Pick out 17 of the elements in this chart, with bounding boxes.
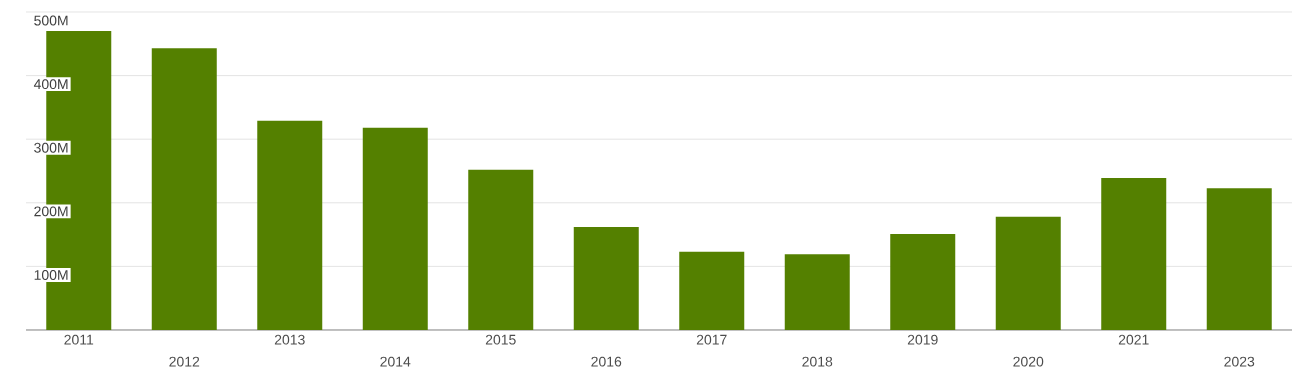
x-tick-label: 2014: [380, 356, 411, 367]
x-tick-label: 2020: [1013, 356, 1044, 367]
x-tick-label: 2016: [591, 356, 622, 367]
y-tick-label: 300M: [34, 142, 68, 153]
x-tick-label: 2011: [64, 334, 94, 345]
x-tick-label: 2019: [907, 334, 938, 345]
y-tick-label: 200M: [34, 206, 68, 217]
x-tick-label: 2023: [1224, 356, 1255, 367]
y-tick-label: 500M: [34, 15, 68, 26]
y-tick-label: 400M: [33, 79, 68, 90]
x-tick-label: 2018: [802, 356, 833, 367]
x-tick-label: 2013: [274, 334, 305, 345]
y-tick-label: 100M: [34, 270, 68, 280]
x-tick-label: 2021: [1118, 334, 1149, 345]
x-tick-label: 2017: [696, 334, 727, 345]
x-tick-label: 2015: [485, 334, 516, 345]
x-tick-label: 2012: [169, 356, 200, 367]
